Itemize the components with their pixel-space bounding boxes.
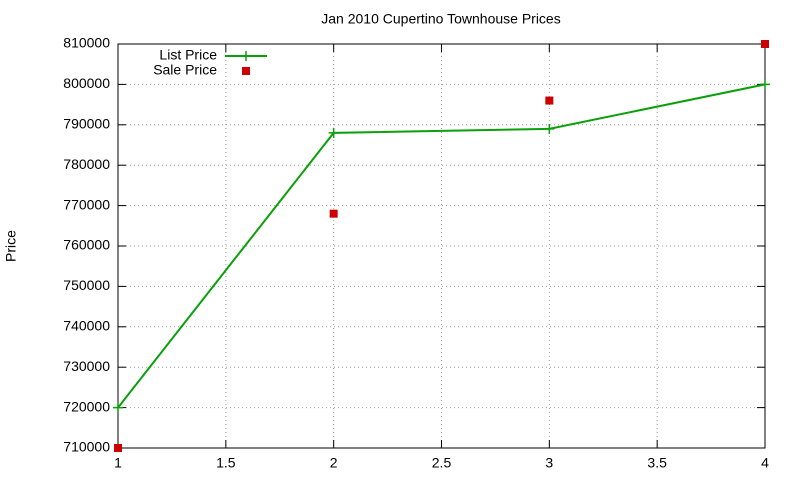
y-tick-label: 720000 (63, 398, 110, 414)
legend-label: List Price (159, 47, 217, 63)
y-tick-label: 790000 (63, 116, 110, 132)
point-marker (329, 209, 338, 218)
point-marker (760, 79, 770, 90)
legend-label: Sale Price (153, 62, 217, 78)
point-marker (544, 123, 555, 134)
y-tick-label: 710000 (63, 439, 110, 455)
point-marker (328, 127, 339, 138)
y-tick-label: 760000 (63, 237, 110, 253)
x-tick-label: 4 (761, 455, 769, 471)
x-tick-label: 3 (545, 455, 553, 471)
point-marker (241, 51, 251, 61)
point-marker (113, 402, 123, 413)
x-tick-label: 1 (114, 455, 122, 471)
x-tick-label: 2 (330, 455, 338, 471)
point-marker (114, 444, 122, 452)
y-tick-label: 810000 (63, 35, 110, 51)
point-marker (242, 67, 250, 75)
point-marker (545, 96, 554, 105)
point-marker (761, 40, 769, 48)
y-tick-label: 780000 (63, 156, 110, 172)
y-tick-label: 740000 (63, 318, 110, 334)
x-tick-label: 2.5 (432, 455, 452, 471)
y-axis-label: Price (3, 230, 19, 262)
series-line (117, 83, 766, 409)
x-tick-label: 3.5 (647, 455, 667, 471)
x-tick-label: 1.5 (216, 455, 236, 471)
y-tick-label: 770000 (63, 196, 110, 212)
plot-border (117, 43, 766, 449)
y-tick-label: 730000 (63, 358, 110, 374)
y-tick-label: 750000 (63, 277, 110, 293)
chart-title: Jan 2010 Cupertino Townhouse Prices (321, 11, 560, 27)
y-tick-label: 800000 (63, 75, 110, 91)
